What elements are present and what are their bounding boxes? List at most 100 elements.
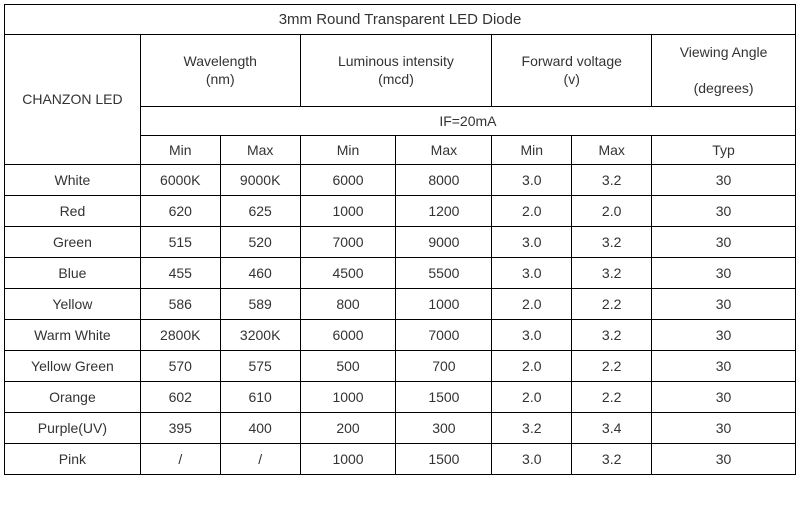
row-name: Warm White [5,319,141,350]
table-row: Warm White2800K3200K600070003.03.230 [5,319,796,350]
angle: 30 [652,288,796,319]
table-title: 3mm Round Transparent LED Diode [5,5,796,35]
wl-min: / [140,443,220,474]
row-name: Yellow [5,288,141,319]
col-luminous-unit: (mcd) [378,71,414,87]
fv-max: 3.2 [572,164,652,195]
wl-min: 2800K [140,319,220,350]
fv-max: 2.2 [572,381,652,412]
li-max: 8000 [396,164,492,195]
fv-max: 2.2 [572,350,652,381]
sub-li-min: Min [300,135,396,164]
fv-max: 3.2 [572,443,652,474]
fv-max: 3.2 [572,319,652,350]
col-wavelength-label: Wavelength [184,53,257,69]
table-row: Orange602610100015002.02.230 [5,381,796,412]
li-min: 800 [300,288,396,319]
fv-min: 3.0 [492,443,572,474]
li-max: 7000 [396,319,492,350]
fv-min: 3.0 [492,257,572,288]
sub-wl-min: Min [140,135,220,164]
row-name: Red [5,195,141,226]
table-row: Red620625100012002.02.030 [5,195,796,226]
angle: 30 [652,319,796,350]
col-voltage-unit: (v) [564,71,580,87]
col-angle-label: Viewing Angle [680,44,768,60]
angle: 30 [652,381,796,412]
li-max: 5500 [396,257,492,288]
row-name: Green [5,226,141,257]
fv-max: 3.2 [572,257,652,288]
row-name: Yellow Green [5,350,141,381]
wl-min: 395 [140,412,220,443]
col-luminous-label: Luminous intensity [338,53,454,69]
sub-fv-max: Max [572,135,652,164]
angle: 30 [652,350,796,381]
wl-min: 602 [140,381,220,412]
fv-max: 3.2 [572,226,652,257]
wl-max: 3200K [220,319,300,350]
sub-angle-typ: Typ [652,135,796,164]
fv-min: 3.0 [492,319,572,350]
li-max: 1500 [396,381,492,412]
fv-max: 2.2 [572,288,652,319]
col-luminous: Luminous intensity (mcd) [300,35,492,107]
fv-min: 2.0 [492,195,572,226]
table-row: Yellow58658980010002.02.230 [5,288,796,319]
table-row: White6000K9000K600080003.03.230 [5,164,796,195]
wl-max: 589 [220,288,300,319]
row-name: Pink [5,443,141,474]
row-name: Orange [5,381,141,412]
col-angle: Viewing Angle (degrees) [652,35,796,107]
li-max: 1000 [396,288,492,319]
table-row: Yellow Green5705755007002.02.230 [5,350,796,381]
wl-max: 400 [220,412,300,443]
table-row: Pink//100015003.03.230 [5,443,796,474]
angle: 30 [652,226,796,257]
wl-max: / [220,443,300,474]
angle: 30 [652,164,796,195]
row-name: Blue [5,257,141,288]
wl-max: 575 [220,350,300,381]
fv-min: 3.0 [492,164,572,195]
table-row: Blue455460450055003.03.230 [5,257,796,288]
li-min: 200 [300,412,396,443]
wl-min: 6000K [140,164,220,195]
angle: 30 [652,257,796,288]
wl-min: 586 [140,288,220,319]
wl-min: 455 [140,257,220,288]
fv-max: 3.4 [572,412,652,443]
li-min: 6000 [300,319,396,350]
fv-min: 2.0 [492,381,572,412]
col-voltage: Forward voltage (v) [492,35,652,107]
wl-max: 460 [220,257,300,288]
sub-fv-min: Min [492,135,572,164]
li-min: 7000 [300,226,396,257]
table-row: Green515520700090003.03.230 [5,226,796,257]
angle: 30 [652,195,796,226]
sub-li-max: Max [396,135,492,164]
col-wavelength: Wavelength (nm) [140,35,300,107]
condition-row: IF=20mA [140,106,795,135]
wl-min: 620 [140,195,220,226]
col-wavelength-unit: (nm) [206,71,235,87]
li-max: 700 [396,350,492,381]
li-min: 1000 [300,443,396,474]
li-max: 1200 [396,195,492,226]
fv-min: 2.0 [492,288,572,319]
li-min: 6000 [300,164,396,195]
row-name: Purple(UV) [5,412,141,443]
wl-min: 515 [140,226,220,257]
angle: 30 [652,412,796,443]
fv-min: 3.2 [492,412,572,443]
led-spec-table: 3mm Round Transparent LED Diode CHANZON … [4,4,796,475]
row-name: White [5,164,141,195]
wl-min: 570 [140,350,220,381]
li-min: 1000 [300,195,396,226]
li-max: 1500 [396,443,492,474]
col-voltage-label: Forward voltage [522,53,622,69]
li-min: 500 [300,350,396,381]
wl-max: 520 [220,226,300,257]
sub-wl-max: Max [220,135,300,164]
wl-max: 9000K [220,164,300,195]
